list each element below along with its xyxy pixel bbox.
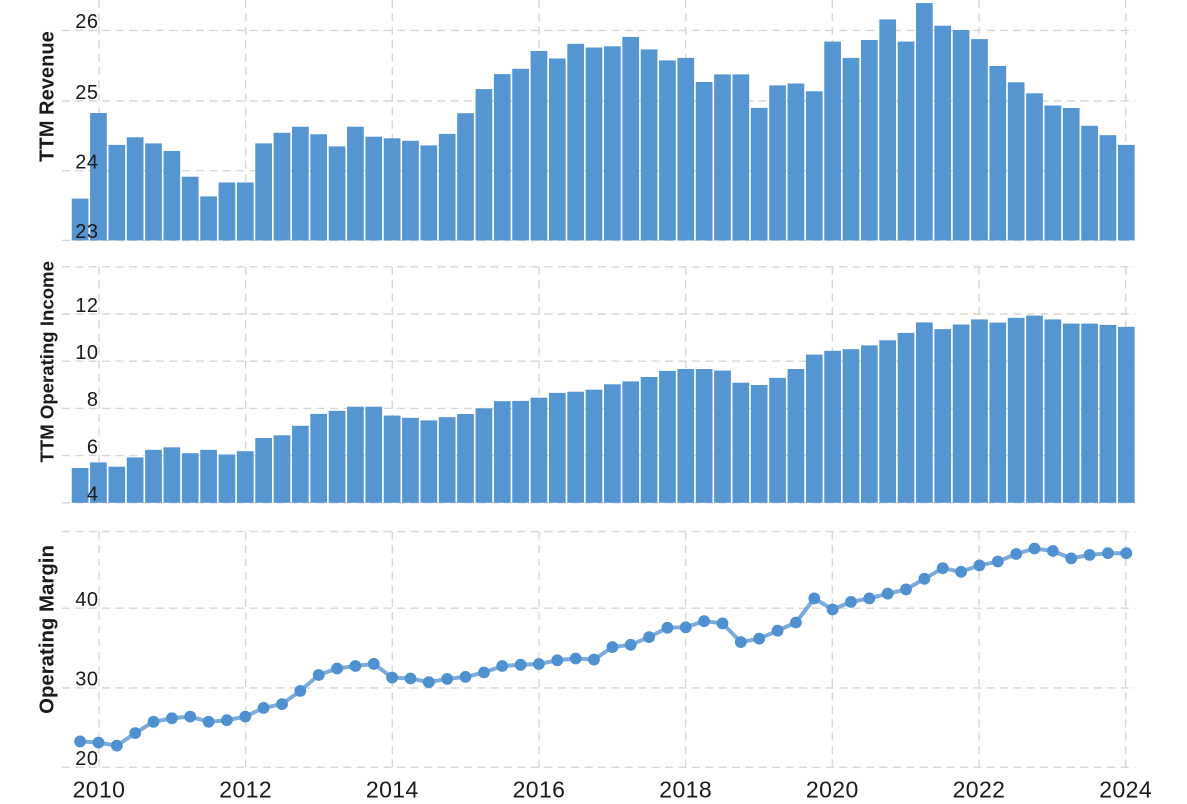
svg-text:30: 30 xyxy=(75,669,98,691)
svg-text:25: 25 xyxy=(75,82,98,104)
svg-text:8: 8 xyxy=(87,389,99,411)
svg-text:10: 10 xyxy=(75,342,98,364)
svg-text:23: 23 xyxy=(75,221,98,243)
svg-text:2022: 2022 xyxy=(953,777,1006,800)
svg-text:12: 12 xyxy=(75,295,98,317)
svg-text:26: 26 xyxy=(75,11,98,33)
svg-text:4: 4 xyxy=(87,484,99,506)
svg-text:24: 24 xyxy=(75,152,98,174)
svg-text:2024: 2024 xyxy=(1099,777,1152,800)
svg-text:Operating Margin: Operating Margin xyxy=(37,545,59,714)
svg-text:TTM Operating Income: TTM Operating Income xyxy=(37,261,58,462)
svg-text:TTM Revenue: TTM Revenue xyxy=(37,31,59,162)
svg-text:2016: 2016 xyxy=(513,777,566,800)
svg-text:2018: 2018 xyxy=(659,777,712,800)
svg-text:2014: 2014 xyxy=(366,777,419,800)
svg-text:20: 20 xyxy=(75,748,98,770)
svg-text:6: 6 xyxy=(87,436,99,458)
svg-text:2012: 2012 xyxy=(219,777,272,800)
svg-text:40: 40 xyxy=(75,589,98,611)
svg-text:2010: 2010 xyxy=(73,777,126,800)
svg-text:2020: 2020 xyxy=(806,777,859,800)
